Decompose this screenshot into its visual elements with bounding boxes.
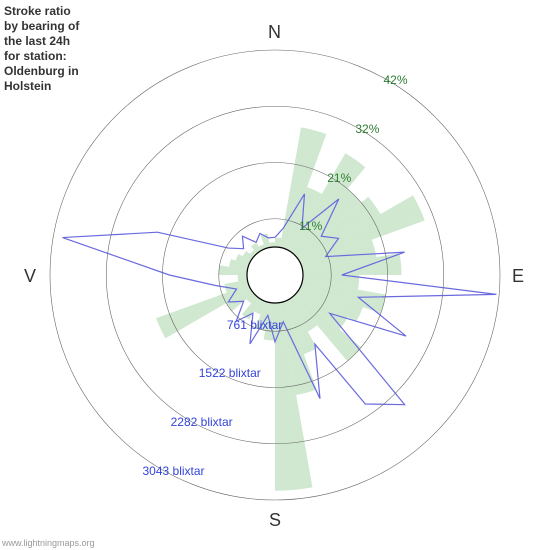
attribution-footer: www.lightningmaps.org bbox=[2, 538, 95, 548]
center-hole bbox=[247, 247, 303, 303]
cardinal-n: N bbox=[268, 22, 281, 43]
count-label: 2282 blixtar bbox=[171, 415, 233, 429]
percent-label: 11% bbox=[299, 219, 322, 233]
percent-label: 42% bbox=[384, 73, 408, 87]
polar-chart bbox=[0, 0, 550, 550]
count-label: 1522 blixtar bbox=[199, 366, 261, 380]
cardinal-w: V bbox=[24, 266, 36, 287]
percent-label: 21% bbox=[327, 171, 351, 185]
cardinal-s: S bbox=[269, 510, 281, 531]
cardinal-e: E bbox=[512, 266, 524, 287]
count-label: 3043 blixtar bbox=[143, 464, 205, 478]
chart-title: Stroke ratio by bearing of the last 24h … bbox=[4, 4, 79, 94]
percent-label: 32% bbox=[355, 122, 379, 136]
count-label: 761 blixtar bbox=[227, 318, 282, 332]
